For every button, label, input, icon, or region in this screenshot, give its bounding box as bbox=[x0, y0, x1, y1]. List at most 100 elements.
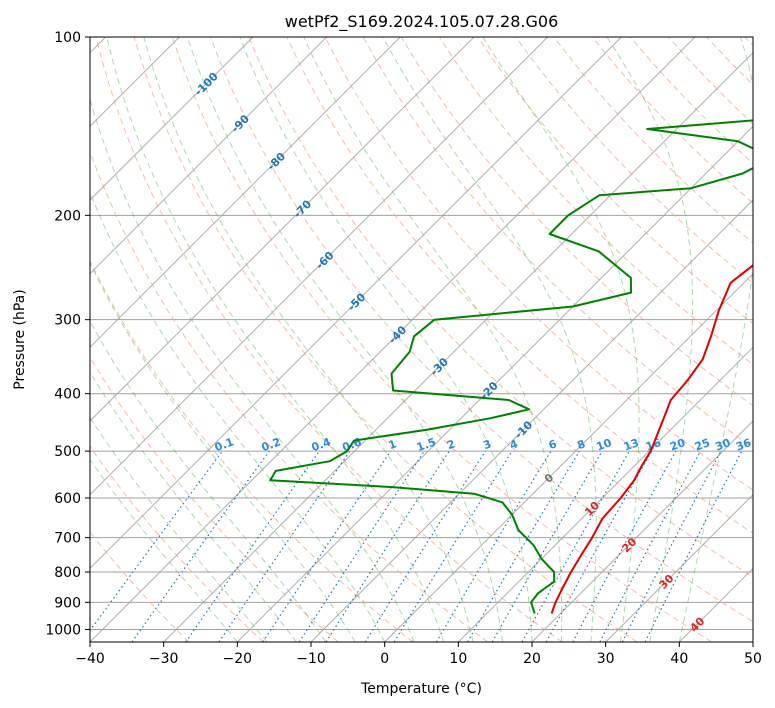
moist-adiabat-line bbox=[303, 37, 563, 642]
mixing-ratio-label: 25 bbox=[693, 436, 712, 453]
moist-adiabat-line bbox=[606, 37, 694, 642]
dry-adiabat-line bbox=[591, 37, 753, 204]
x-tick-label: −30 bbox=[149, 651, 179, 667]
x-tick-label: 0 bbox=[380, 651, 389, 667]
isotherm-line bbox=[457, 346, 753, 642]
y-tick-label: 800 bbox=[54, 565, 81, 581]
isotherm-label: -80 bbox=[265, 150, 288, 173]
isotherm-line bbox=[384, 272, 753, 642]
background-lines bbox=[90, 37, 753, 642]
dry-adiabat-line bbox=[324, 37, 753, 491]
dry-adiabat-line bbox=[286, 37, 753, 534]
mixing-ratio-label: 36 bbox=[734, 436, 753, 454]
mixing-ratio-line bbox=[644, 450, 743, 642]
moist-adiabat-line bbox=[90, 261, 356, 642]
moist-adiabat-line bbox=[90, 190, 386, 642]
dry-adiabat-line bbox=[248, 37, 753, 578]
y-tick-label: 500 bbox=[54, 444, 81, 460]
moist-adiabat-line bbox=[90, 320, 327, 642]
y-tick-label: 600 bbox=[54, 491, 81, 507]
isotherm-label: -100 bbox=[192, 70, 221, 99]
moist-adiabat-line bbox=[482, 37, 640, 642]
mixing-ratio-label: 10 bbox=[595, 436, 614, 454]
x-axis-label: Temperature (°C) bbox=[360, 681, 482, 697]
y-tick-label: 1000 bbox=[45, 622, 81, 638]
isotherm-line bbox=[90, 37, 549, 496]
dry-adiabat-line bbox=[171, 37, 712, 642]
x-tick-label: 30 bbox=[597, 651, 615, 667]
isotherm-line bbox=[90, 37, 475, 422]
mixing-ratio-line bbox=[572, 450, 677, 642]
dry-adiabat-line bbox=[438, 37, 753, 366]
x-tick-label: 10 bbox=[449, 651, 467, 667]
mixing-ratio-line bbox=[435, 450, 552, 642]
mixing-ratio-label: 0.2 bbox=[260, 435, 283, 454]
y-tick-label: 100 bbox=[54, 30, 81, 46]
mixing-ratio-label: 4 bbox=[508, 437, 520, 452]
moist-adiabat-line bbox=[187, 37, 503, 642]
mixing-ratio-label: 2 bbox=[445, 437, 457, 452]
isotherm-line bbox=[163, 51, 753, 642]
mixing-ratio-line bbox=[218, 450, 351, 642]
mixing-ratio-line bbox=[521, 450, 631, 642]
dry-adiabat-line bbox=[90, 150, 488, 642]
y-tick-label: 900 bbox=[54, 595, 81, 611]
isotherm-line bbox=[678, 567, 753, 642]
isotherm-line bbox=[752, 641, 753, 642]
moist-adiabat-line bbox=[382, 37, 597, 642]
mixing-ratio-label: 8 bbox=[575, 437, 587, 452]
x-tick-label: −20 bbox=[223, 651, 253, 667]
dry-adiabat-line bbox=[90, 445, 264, 642]
mixing-ratio-line bbox=[185, 450, 320, 642]
moist-adiabat-line bbox=[90, 370, 297, 642]
isotherm-line bbox=[531, 420, 753, 642]
mixing-ratio-label: 6 bbox=[547, 437, 559, 452]
mixing-ratio-line bbox=[466, 450, 580, 642]
mixing-ratio-label: 13 bbox=[622, 436, 641, 453]
y-tick-label: 400 bbox=[54, 387, 81, 403]
y-tick-label: 700 bbox=[54, 531, 81, 547]
mixing-ratio-label: 0.4 bbox=[310, 435, 333, 454]
mixing-ratio-line bbox=[131, 450, 270, 642]
moist-adiabat-line bbox=[90, 97, 415, 642]
moist-adiabat-line bbox=[90, 458, 238, 642]
dry-adiabat-line bbox=[90, 356, 339, 642]
mixing-ratio-line bbox=[262, 450, 392, 642]
dry-adiabat-line bbox=[668, 37, 753, 125]
moist-adiabat-line bbox=[106, 37, 445, 642]
mixing-ratio-label: 3 bbox=[481, 437, 493, 452]
y-tick-label: 300 bbox=[54, 313, 81, 329]
mixing-ratio-label: 0.1 bbox=[213, 435, 236, 454]
dry-adiabat-line bbox=[90, 531, 190, 642]
isotherm-line bbox=[90, 37, 696, 642]
y-axis-label: Pressure (hPa) bbox=[12, 289, 28, 389]
isotherm-line bbox=[310, 199, 753, 642]
isotherm-line bbox=[90, 37, 254, 201]
dewpoint-profile-line bbox=[269, 119, 753, 614]
isotherm-line bbox=[90, 37, 622, 570]
mixing-ratio-line bbox=[393, 450, 513, 642]
y-tick-label: 200 bbox=[54, 208, 81, 224]
mixing-ratio-label: 1 bbox=[387, 437, 399, 452]
chart-title: wetPf2_S169.2024.105.07.28.G06 bbox=[285, 12, 559, 32]
x-tick-label: 40 bbox=[670, 651, 688, 667]
dry-adiabat-line bbox=[210, 37, 753, 623]
moist-adiabat-line bbox=[239, 37, 533, 642]
x-tick-label: −10 bbox=[296, 651, 326, 667]
isotherm-line bbox=[90, 37, 401, 349]
dry-adiabat-line bbox=[133, 37, 638, 642]
moist-adiabat-line bbox=[90, 416, 268, 642]
mixing-ratio-line bbox=[599, 450, 702, 642]
dry-adiabat-line bbox=[90, 259, 414, 642]
plot-frame bbox=[89, 36, 754, 643]
mixing-ratio-line bbox=[90, 450, 223, 632]
axes: −40 −30 −20 −10 0 10 20 30 40 5010020030040050060… bbox=[45, 30, 762, 667]
x-tick-label: 20 bbox=[523, 651, 541, 667]
mixing-ratio-label: 1.5 bbox=[415, 435, 438, 454]
dry-adiabat-line bbox=[706, 37, 753, 86]
x-tick-label: 50 bbox=[744, 651, 762, 667]
moist-adiabat-line bbox=[143, 37, 474, 642]
isotherm-label: -90 bbox=[229, 112, 252, 135]
mixing-ratio-line bbox=[298, 450, 425, 642]
